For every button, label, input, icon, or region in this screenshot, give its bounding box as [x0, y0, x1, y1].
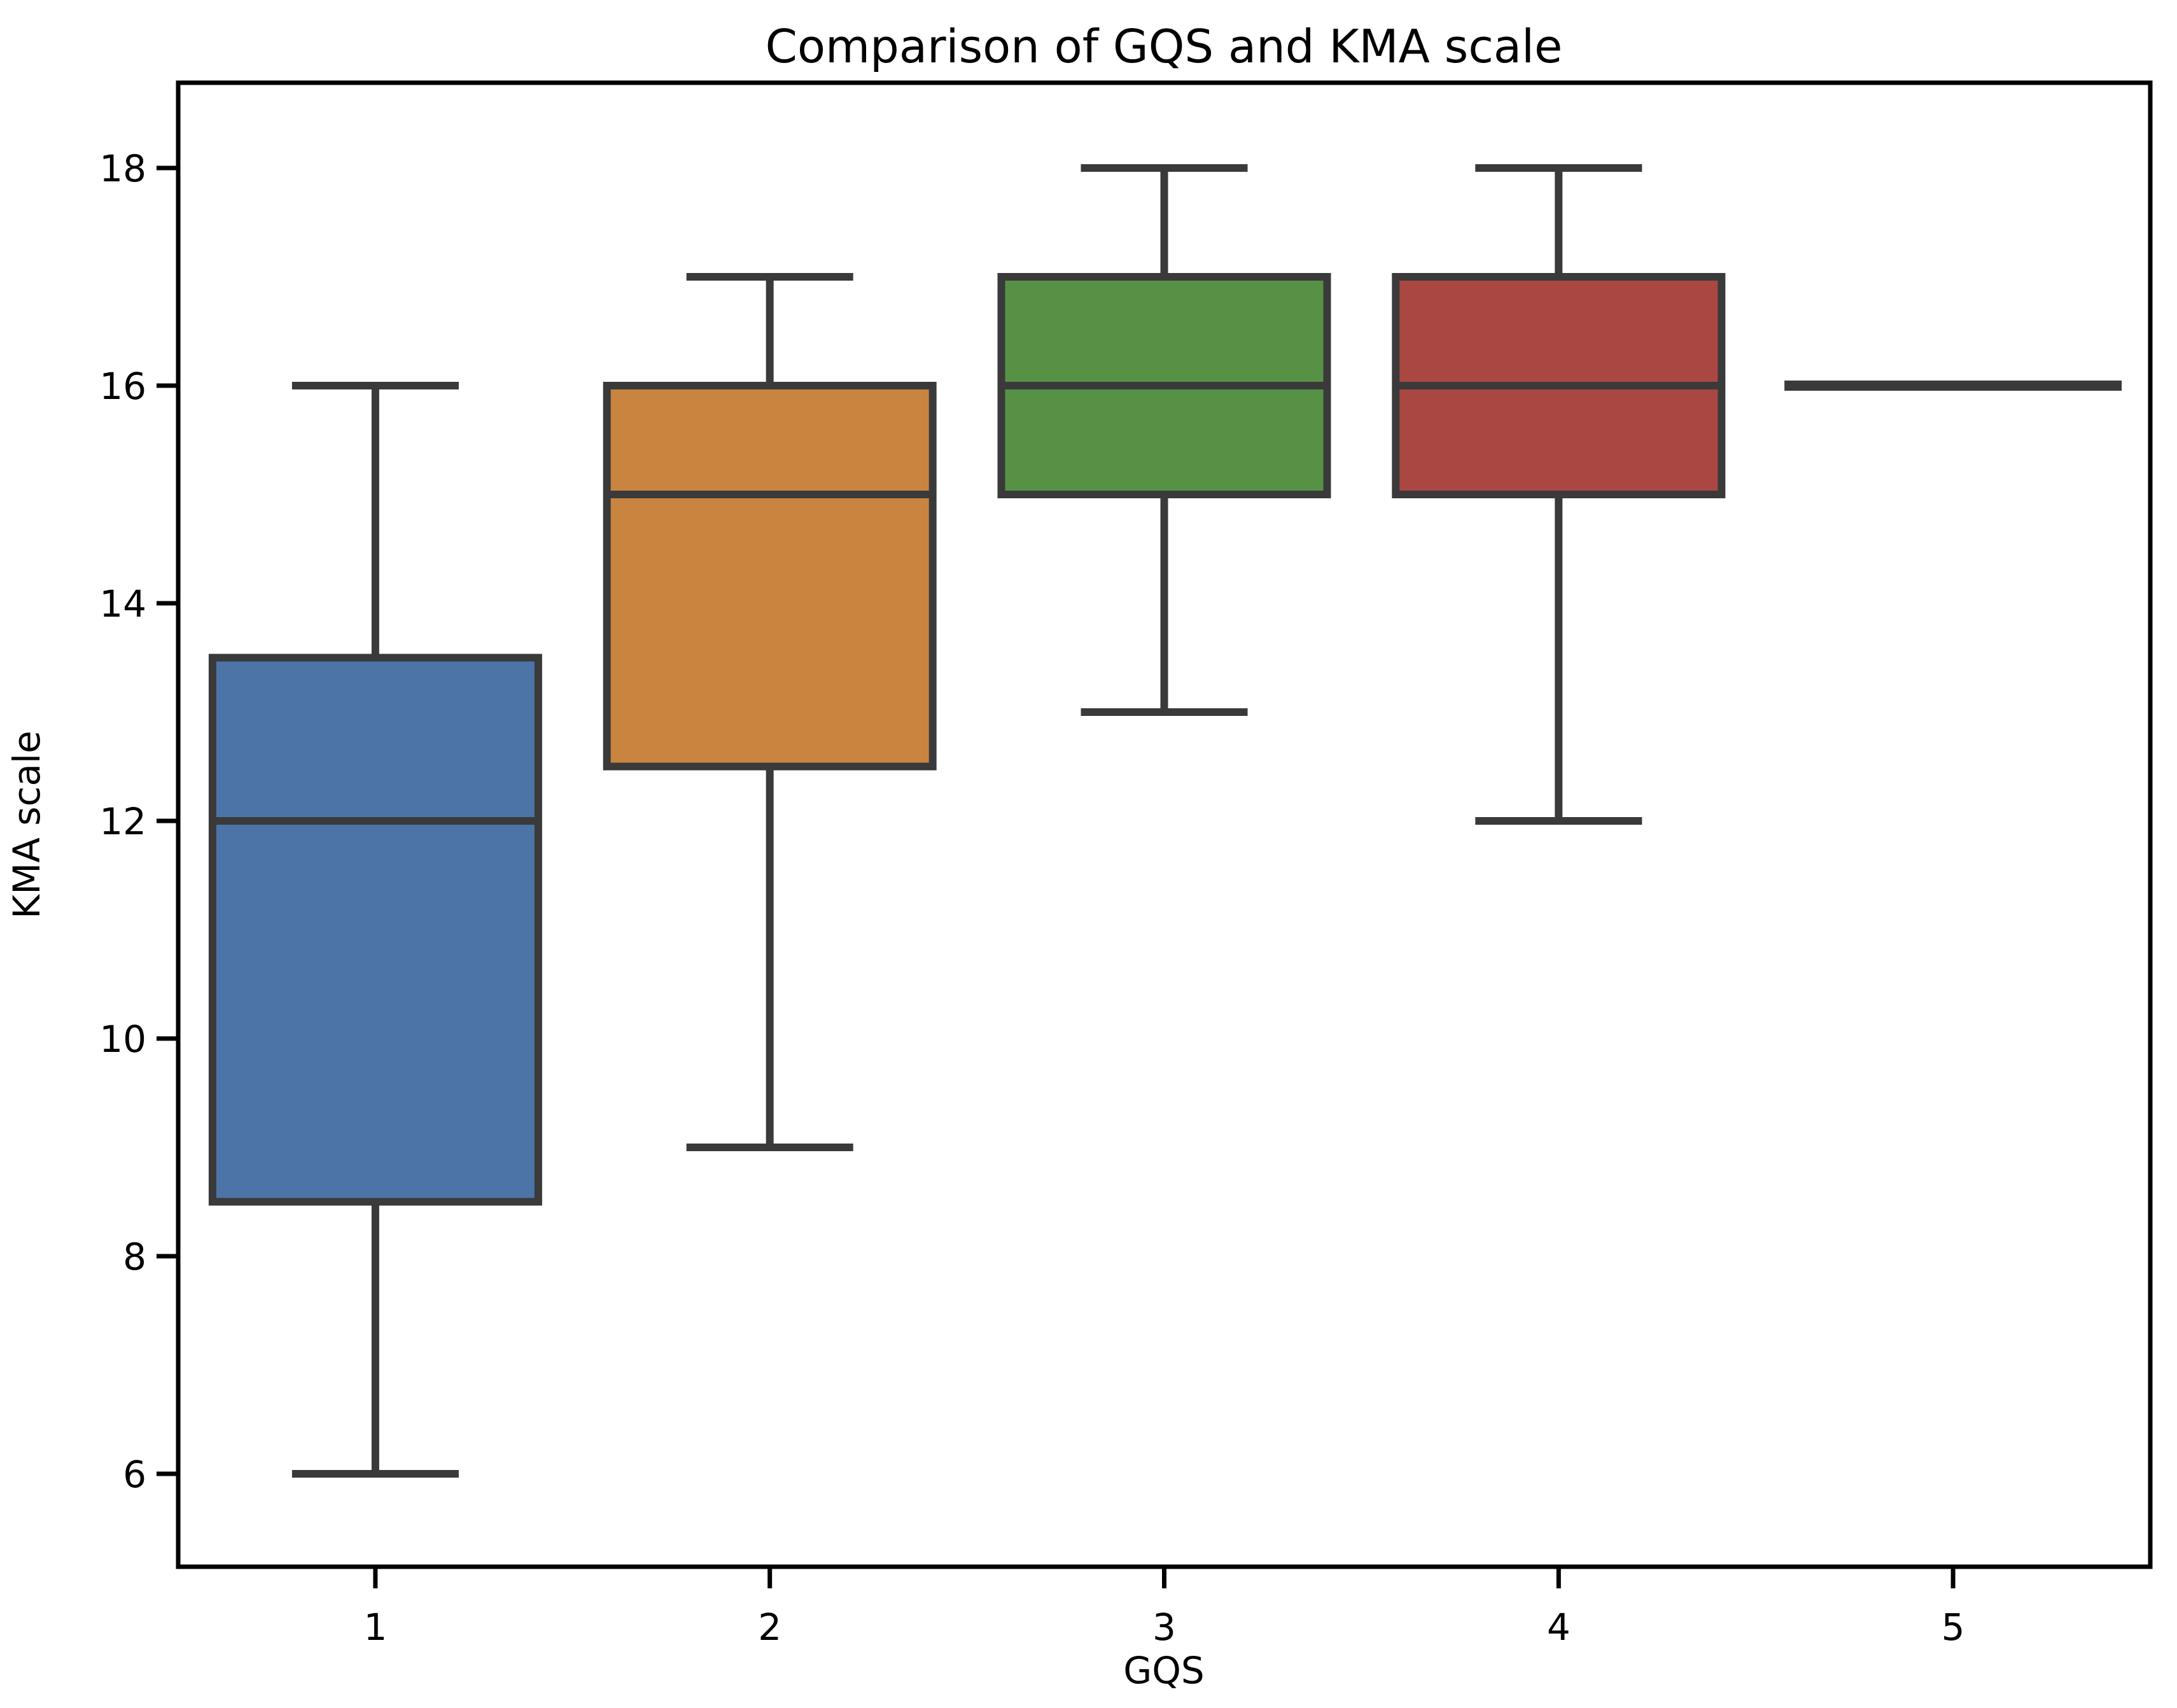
y-tick-label-8: 8 [123, 1235, 146, 1278]
x-tick-label-4: 4 [1547, 1606, 1571, 1649]
box-gqs-2-iqr-rect [603, 382, 937, 771]
x-tick-label-5: 5 [1942, 1606, 1965, 1649]
y-tick-label-14: 14 [99, 582, 146, 626]
y-tick-label-10: 10 [99, 1018, 146, 1061]
chart-title: Comparison of GQS and KMA scale [766, 20, 1563, 73]
y-tick-label-6: 6 [123, 1453, 146, 1496]
y-tick-label-16: 16 [99, 365, 146, 408]
y-tick-label-12: 12 [99, 800, 146, 843]
y-axis-label: KMA scale [5, 731, 48, 919]
x-tick-label-2: 2 [758, 1606, 781, 1649]
x-axis-label: GQS [1123, 1649, 1204, 1692]
x-tick-label-3: 3 [1152, 1606, 1176, 1649]
y-tick-label-18: 18 [99, 147, 146, 190]
x-tick-label-1: 1 [363, 1606, 387, 1649]
box-gqs-1-iqr-rect [208, 654, 542, 1206]
